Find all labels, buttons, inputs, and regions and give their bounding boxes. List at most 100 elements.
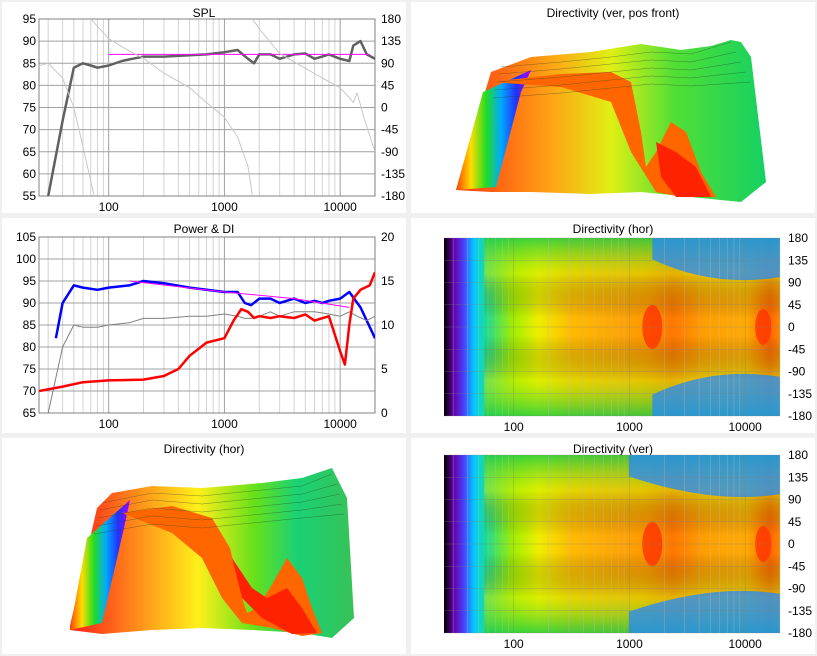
directivity-hor-3d-waterfall xyxy=(70,468,354,638)
directivity-ver-map: 100 1000 10000 180 135 90 45 0 -45 -90 -135 -180 xyxy=(444,448,812,651)
plot-grid xyxy=(39,18,376,197)
y-tick-label: -90 xyxy=(788,582,806,596)
y-tick-label: 135 xyxy=(788,253,808,267)
y-tick-label: -135 xyxy=(788,387,812,401)
series-group xyxy=(39,271,375,413)
y-tick-label: 45 xyxy=(788,515,802,529)
y-tick-label: -135 xyxy=(788,604,812,618)
series-line-3 xyxy=(47,311,375,413)
y-tick-label: 60 xyxy=(23,167,37,181)
y-tick-label: 90 xyxy=(23,296,37,310)
x-tick-label: 100 xyxy=(99,417,119,431)
directivity-ver-3d-panel: Directivity (ver, pos front) xyxy=(411,2,815,213)
series-line-5 xyxy=(252,19,375,152)
y2-tick-label: -90 xyxy=(381,145,399,159)
y-tick-label: 0 xyxy=(788,320,795,334)
y-tick-label: 70 xyxy=(23,384,37,398)
y-tick-label: 135 xyxy=(788,470,808,484)
y-tick-label: 45 xyxy=(788,298,802,312)
y2-tick-label: 20 xyxy=(381,230,395,244)
power-di-chart: 65 70 75 80 85 90 95 100 105 0 5 10 15 20 100 1000 10000 xyxy=(16,230,395,431)
x-tick-label: 10000 xyxy=(323,417,357,431)
power-di-title: Power & DI xyxy=(173,222,235,236)
map-grid xyxy=(444,454,781,634)
x-tick-label: 100 xyxy=(504,637,524,651)
y2-tick-label: 0 xyxy=(381,101,388,115)
y-tick-label: -180 xyxy=(788,626,812,640)
y-tick-label: 85 xyxy=(23,56,37,70)
y2-tick-label: -45 xyxy=(381,123,399,137)
series-line-4 xyxy=(39,271,375,393)
series-line-3 xyxy=(39,62,95,196)
y-tick-label: 180 xyxy=(788,231,808,245)
directivity-hor-map-panel: Directivity (hor) 100 1000 10000 180 135 90 45… xyxy=(411,218,815,433)
y-tick-label: 90 xyxy=(788,493,802,507)
y-tick-label: 95 xyxy=(23,12,37,26)
heatmap-hf-bottom xyxy=(652,373,780,416)
y-tick-label: 70 xyxy=(23,123,37,137)
y-tick-label: 90 xyxy=(23,34,37,48)
y-tick-label: -45 xyxy=(788,342,806,356)
plot-frame xyxy=(38,236,376,414)
series-line-4 xyxy=(90,19,253,196)
directivity-ver-map-panel: Directivity (ver) 100 1000 10000 180 135 90 45… xyxy=(411,438,815,654)
map-grid xyxy=(444,237,781,417)
y-tick-label: -45 xyxy=(788,559,806,573)
series-line-2 xyxy=(129,280,350,308)
directivity-ver-map-title: Directivity (ver) xyxy=(573,442,653,456)
y-tick-label: 100 xyxy=(16,252,36,266)
directivity-ver-3d-waterfall xyxy=(456,40,766,202)
series-group xyxy=(39,19,375,196)
y2-tick-label: -135 xyxy=(381,167,405,181)
heatmap-hf-top xyxy=(628,455,780,498)
spl-chart: 55 60 65 70 75 80 85 90 95 -180 -135 -90 -45 0 45 90 135… xyxy=(23,12,406,213)
y2-tick-label: 90 xyxy=(381,56,395,70)
y2-tick-label: 135 xyxy=(381,34,401,48)
y-tick-label: 65 xyxy=(23,145,37,159)
directivity-hor-map-title: Directivity (hor) xyxy=(572,222,654,236)
y-tick-label: -90 xyxy=(788,365,806,379)
plot-grid xyxy=(39,236,376,414)
y2-tick-label: 45 xyxy=(381,78,395,92)
power-di-panel: Power & DI 65 70 75 80 85 90 95 100 105 0 5 10 15 20 1… xyxy=(2,218,406,433)
heatmap-hf-top xyxy=(652,238,780,281)
y-tick-label: 75 xyxy=(23,362,37,376)
spl-title: SPL xyxy=(192,6,216,20)
y2-tick-label: -180 xyxy=(381,189,405,203)
y-tick-label: 55 xyxy=(23,189,37,203)
x-tick-label: 10000 xyxy=(323,200,357,213)
x-tick-label: 1000 xyxy=(211,200,238,213)
y-tick-label: 80 xyxy=(23,340,37,354)
y-tick-label: 95 xyxy=(23,274,37,288)
y2-tick-label: 180 xyxy=(381,12,401,26)
y2-tick-label: 5 xyxy=(381,362,388,376)
x-tick-label: 1000 xyxy=(616,420,643,433)
y-tick-label: 80 xyxy=(23,78,37,92)
y-tick-label: 75 xyxy=(23,101,37,115)
directivity-ver-3d-title: Directivity (ver, pos front) xyxy=(546,6,680,20)
x-tick-label: 1000 xyxy=(616,637,643,651)
y-tick-label: 0 xyxy=(788,537,795,551)
x-tick-label: 10000 xyxy=(728,420,762,433)
y2-tick-label: 10 xyxy=(381,318,395,332)
spl-panel: SPL 55 60 65 70 75 80 85 90 95 -180 -135 -90 -45 0 45 9… xyxy=(2,2,406,213)
y-tick-label: 180 xyxy=(788,448,808,462)
x-tick-label: 100 xyxy=(504,420,524,433)
directivity-hor-map: 100 1000 10000 180 135 90 45 0 -45 -90 -135 -180 xyxy=(444,231,812,433)
series-line-1 xyxy=(54,279,375,339)
x-tick-label: 1000 xyxy=(211,417,238,431)
directivity-hor-3d-title: Directivity (hor) xyxy=(163,442,245,456)
plot-frame xyxy=(38,18,376,197)
y-tick-label: 65 xyxy=(23,406,37,420)
y-tick-label: 90 xyxy=(788,276,802,290)
y2-tick-label: 0 xyxy=(381,406,388,420)
series-line-1 xyxy=(46,39,375,196)
heatmap-hf-bottom xyxy=(628,590,780,633)
x-tick-label: 10000 xyxy=(728,637,762,651)
directivity-hor-3d-panel: Directivity (hor) xyxy=(2,438,406,654)
y-tick-label: -180 xyxy=(788,409,812,423)
y2-tick-label: 15 xyxy=(381,274,395,288)
x-tick-label: 100 xyxy=(99,200,119,213)
y-tick-label: 85 xyxy=(23,318,37,332)
y-tick-label: 105 xyxy=(16,230,36,244)
